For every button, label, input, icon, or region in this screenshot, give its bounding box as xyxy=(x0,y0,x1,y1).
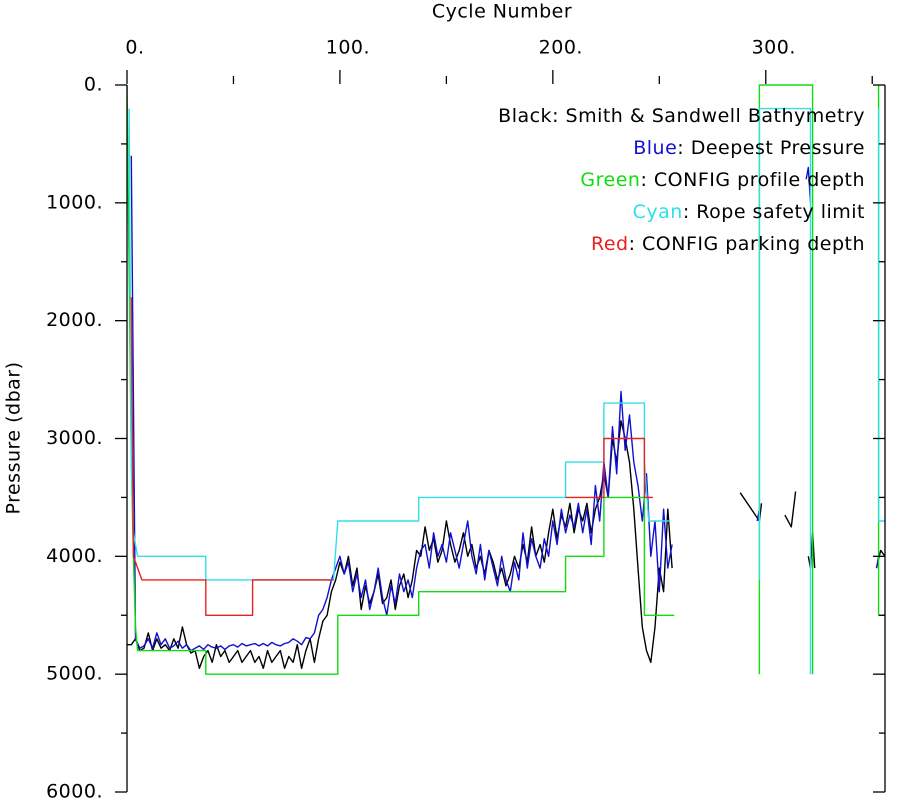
y-tick-label: 3000. xyxy=(46,427,103,449)
series-line xyxy=(127,420,885,669)
legend-label: : Deepest Pressure xyxy=(677,137,865,159)
legend-label: : CONFIG parking depth xyxy=(629,233,865,255)
x-tick-label: 0. xyxy=(125,37,144,59)
axes: 0. 1000. 2000. 3000. 4000. 5000. 6000. 0. 100. 20… xyxy=(46,37,886,800)
legend-label: : Rope safety limit xyxy=(683,201,865,223)
legend-label: : CONFIG profile depth xyxy=(640,169,865,191)
y-tick-label: 2000. xyxy=(46,309,103,331)
y-tick-label: 1000. xyxy=(46,191,103,213)
legend-color-word: Cyan xyxy=(633,201,683,223)
y-tick-label: 5000. xyxy=(46,663,103,685)
legend-entry: Blue: Deepest Pressure xyxy=(633,137,865,159)
x-axis-label: Cycle Number xyxy=(432,1,572,23)
series-line xyxy=(128,107,885,675)
legend-entry: Green: CONFIG profile depth xyxy=(580,169,865,191)
legend-color-word: Blue xyxy=(633,137,677,159)
plot-lines xyxy=(127,84,885,675)
legend-label: : Smith & Sandwell Bathymetry xyxy=(552,105,865,127)
series-line xyxy=(130,297,653,616)
x-tick-label: 100. xyxy=(326,37,370,59)
y-tick-label: 6000. xyxy=(46,781,103,800)
legend-entry: Red: CONFIG parking depth xyxy=(591,233,865,255)
y-tick-label: 0. xyxy=(84,74,103,96)
x-tick-label: 300. xyxy=(752,37,796,59)
legend-color-word: Black xyxy=(498,105,552,127)
y-axis-label: Pressure (dbar) xyxy=(3,361,25,514)
legend-color-word: Red xyxy=(591,233,629,255)
y-tick-label: 4000. xyxy=(46,545,103,567)
legend-entry: Black: Smith & Sandwell Bathymetry xyxy=(498,105,865,127)
series-line xyxy=(130,155,880,652)
legend-color-word: Green xyxy=(580,169,640,191)
x-tick-label: 200. xyxy=(539,37,583,59)
legend-entry: Cyan: Rope safety limit xyxy=(633,201,865,223)
